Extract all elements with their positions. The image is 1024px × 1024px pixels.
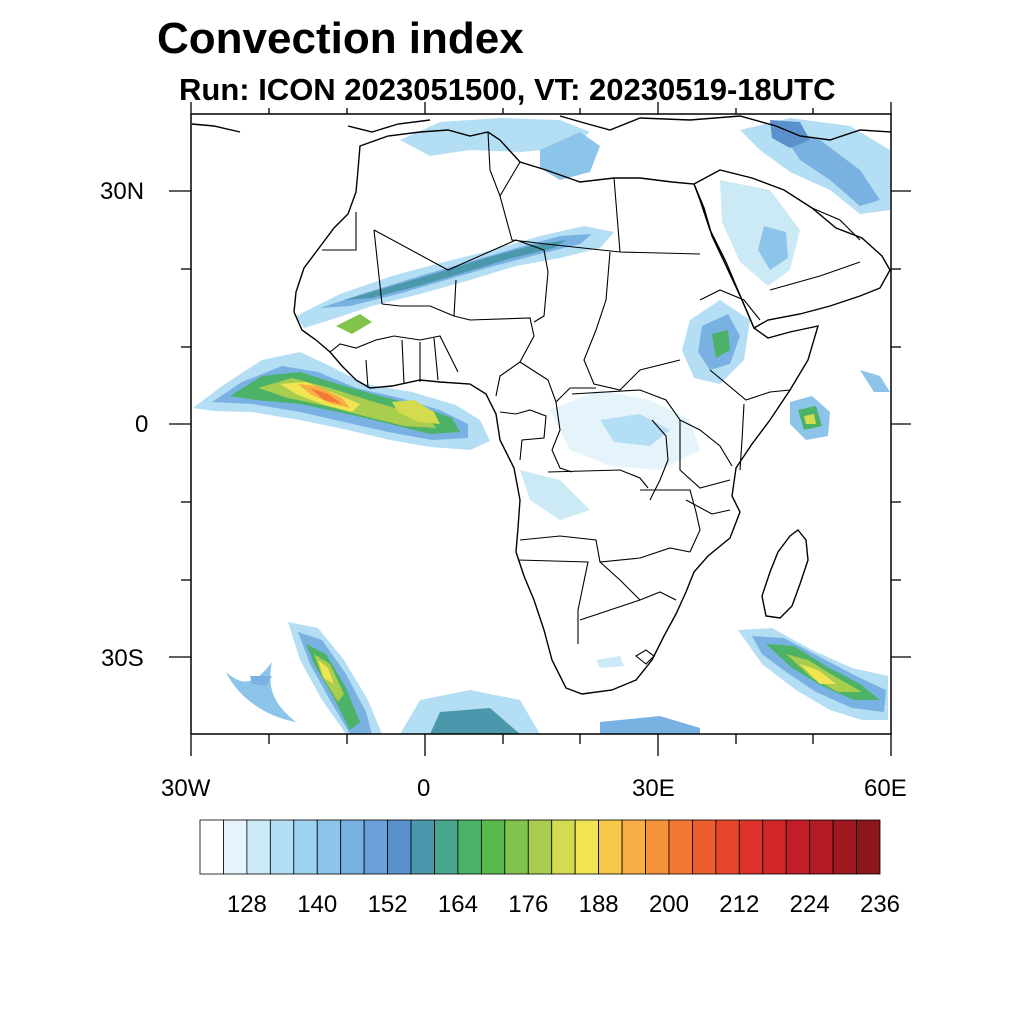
colorbar-swatch [551,819,576,875]
colorbar-tick-label: 152 [368,891,408,918]
colorbar-swatch [574,819,600,875]
colorbar-tick-label: 176 [508,891,548,918]
colorbar-swatch [434,819,459,875]
colorbar-swatch [223,819,248,875]
colorbar-swatch [504,819,529,875]
colorbar-swatch [527,819,553,875]
map-title: Convection index [157,14,524,63]
colorbar-tick-label: 212 [719,891,759,918]
colorbar-swatch [809,819,834,875]
africa-coastline [293,129,820,695]
mediterranean-north-coast [347,115,891,141]
field-east-africa [520,300,890,520]
field-north [400,118,890,286]
field-south-atlantic [226,622,700,734]
colorbar-swatch [645,819,670,875]
axis-ticks [169,102,911,756]
colorbar-swatch [480,819,506,875]
lat-label-0: 0 [135,411,149,438]
coastlines [191,115,891,695]
colorbar-tick-label: 140 [297,891,337,918]
lat-label-30n: 30N [100,178,145,205]
colorbar-swatch [269,819,295,875]
colorbar-swatch [199,819,224,875]
colorbar-swatch [668,819,693,875]
lon-label-0: 0 [417,775,431,802]
iberia-coast [191,123,241,133]
colorbar-tick-label: 224 [790,891,830,918]
colorbar-swatch [762,819,787,875]
colorbar-swatch [785,819,811,875]
colorbar-tick-label: 200 [649,891,689,918]
colorbar-swatch [692,819,717,875]
colorbar-swatch [387,819,412,875]
colorbar-swatch [316,819,342,875]
colorbar-swatch [340,819,365,875]
lon-label-30e: 30E [632,775,675,802]
field-sw-indian-ocean [738,628,888,720]
colorbar-tick-label: 236 [860,891,900,918]
lon-label-60e: 60E [864,775,907,802]
colorbar-swatch [832,819,857,875]
convection-field [193,118,890,734]
arabia-coastline [693,169,891,329]
map-subtitle: Run: ICON 2023051500, VT: 20230519-18UTC [179,72,836,107]
colorbar-swatch [363,819,388,875]
colorbar-swatch [738,819,764,875]
colorbar-swatch [410,819,435,875]
colorbar-tick-label: 128 [227,891,267,918]
country-borders [322,131,861,665]
colorbar-swatch [715,819,740,875]
colorbar-swatch [293,819,318,875]
field-gulf-of-guinea [193,352,490,450]
colorbar-swatch [856,819,881,875]
colorbar-tick-label: 164 [438,891,478,918]
colorbar-swatch [621,819,646,875]
field-sahel-band [296,226,614,334]
lon-label-30w: 30W [161,775,211,802]
colorbar-tick-label: 188 [579,891,619,918]
madagascar-coastline [761,529,809,619]
colorbar-swatch [598,819,623,875]
colorbar-swatch [457,819,482,875]
colorbar: 128 140 152 164 176 188 200 212 224 236 [199,819,900,918]
lat-label-30s: 30S [101,645,144,672]
colorbar-swatch [246,819,271,875]
